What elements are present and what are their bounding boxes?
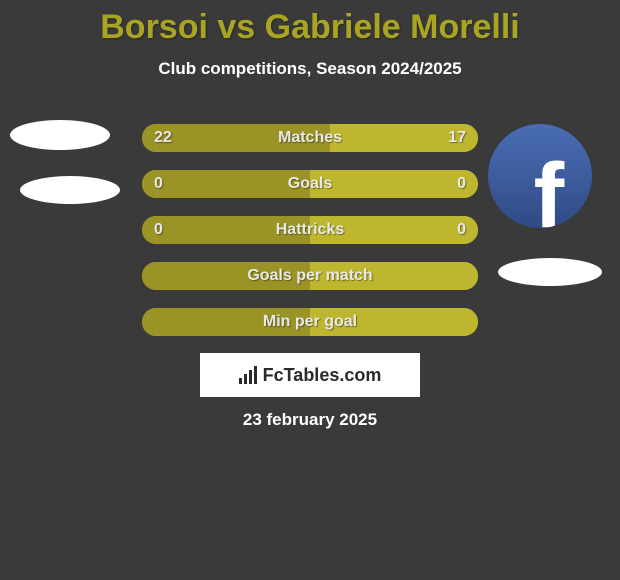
page-title: Borsoi vs Gabriele Morelli	[0, 0, 620, 47]
facebook-f-glyph: f	[534, 150, 565, 228]
bar-fill-right	[310, 170, 478, 198]
comparison-bars: 22 17 Matches 0 0 Goals 0 0 Hattricks Goals per m…	[140, 122, 480, 352]
stat-bar: 0 0 Hattricks	[140, 214, 480, 246]
stat-bar: 22 17 Matches	[140, 122, 480, 154]
player1-name-placeholder	[20, 176, 120, 204]
bar-label: Goals per match	[247, 267, 372, 285]
date-label: 23 february 2025	[0, 410, 620, 430]
bar-value-right: 0	[457, 221, 466, 239]
stat-bar: Min per goal	[140, 306, 480, 338]
bar-value-left: 22	[154, 129, 172, 147]
stat-bar: Goals per match	[140, 260, 480, 292]
player2-name-placeholder	[498, 258, 602, 286]
bar-fill-left	[142, 170, 310, 198]
player1-avatar-placeholder	[10, 120, 110, 150]
facebook-icon[interactable]: f	[488, 124, 592, 228]
subtitle: Club competitions, Season 2024/2025	[0, 59, 620, 79]
fctables-badge[interactable]: FcTables.com	[200, 353, 420, 397]
bar-value-left: 0	[154, 175, 163, 193]
bar-chart-icon	[239, 366, 257, 384]
bar-label: Min per goal	[263, 313, 357, 331]
bar-label: Goals	[288, 175, 332, 193]
bar-value-right: 17	[448, 129, 466, 147]
stat-bar: 0 0 Goals	[140, 168, 480, 200]
fctables-label: FcTables.com	[263, 365, 382, 386]
bar-value-left: 0	[154, 221, 163, 239]
bar-label: Hattricks	[276, 221, 344, 239]
bar-label: Matches	[278, 129, 342, 147]
bar-value-right: 0	[457, 175, 466, 193]
